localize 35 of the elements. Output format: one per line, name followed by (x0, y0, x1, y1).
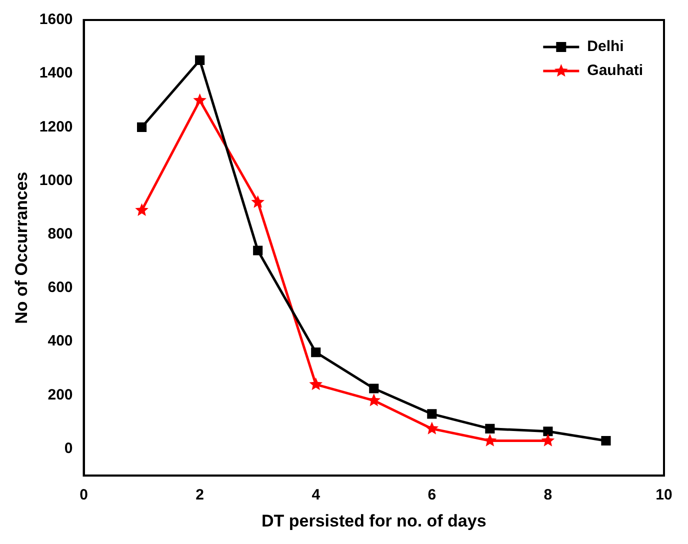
y-tick-label: 1000 (39, 172, 73, 189)
x-axis-title: DT persisted for no. of days (261, 511, 486, 530)
y-tick-label: 1200 (39, 118, 73, 136)
point (541, 434, 555, 446)
point (135, 203, 148, 216)
x-tick-label: 2 (196, 486, 204, 504)
point (311, 348, 321, 358)
point (195, 55, 205, 65)
legend-label: Gauhati (587, 62, 644, 80)
x-tick-label: 4 (312, 486, 321, 504)
y-tick-label: 600 (48, 279, 73, 296)
y-tick-label: 200 (48, 386, 73, 404)
legend-label: Delhi (587, 38, 624, 56)
point (483, 434, 497, 446)
y-tick-label: 0 (64, 440, 73, 457)
point (543, 426, 553, 436)
y-tick-label: 1400 (39, 64, 73, 82)
point (309, 377, 323, 390)
x-tick-label: 10 (656, 486, 672, 504)
y-tick-label: 800 (48, 226, 73, 243)
point (253, 246, 263, 256)
point (425, 422, 439, 434)
point (601, 436, 611, 446)
point (251, 195, 264, 208)
x-tick-label: 0 (80, 486, 88, 504)
point (427, 409, 437, 419)
point (193, 93, 206, 106)
y-tick-label: 400 (48, 332, 73, 350)
y-tick-label: 1600 (39, 11, 73, 28)
y-axis-title: No of Occurrances (12, 172, 31, 324)
point (369, 384, 379, 394)
point (137, 122, 147, 132)
point (485, 424, 495, 434)
x-tick-label: 8 (544, 486, 552, 504)
x-tick-label: 6 (428, 486, 436, 504)
